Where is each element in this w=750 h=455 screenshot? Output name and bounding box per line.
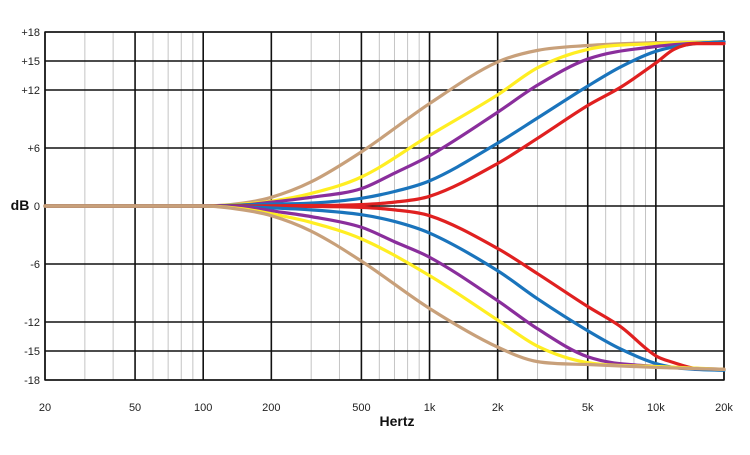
y-tick-label: -12: [24, 317, 40, 329]
x-tick-label: 500: [352, 402, 370, 414]
y-tick-label: -18: [24, 375, 40, 387]
x-tick-label: 1k: [424, 402, 436, 414]
x-tick-label: 2k: [492, 402, 504, 414]
y-tick-label: -15: [24, 346, 40, 358]
y-tick-label: 0: [34, 201, 40, 213]
y-tick-label: -6: [30, 259, 40, 271]
x-tick-label: 50: [129, 402, 141, 414]
major-grid: [44, 31, 725, 381]
y-tick-label: +15: [21, 56, 40, 68]
x-tick-label: 100: [194, 402, 212, 414]
y-tick-label: +6: [27, 143, 40, 155]
series-line-6: [43, 204, 726, 371]
y-axis-title: dB: [11, 197, 30, 213]
y-tick-label: +18: [21, 27, 40, 39]
x-tick-labels: 20 50 100 200 500 1k 2k 5k 10k 20k: [39, 402, 733, 414]
x-tick-label: 200: [262, 402, 280, 414]
x-tick-label: 20k: [715, 402, 733, 414]
y-tick-label: +12: [21, 85, 40, 97]
x-tick-label: 20: [39, 402, 51, 414]
x-axis-title: Hertz: [379, 413, 414, 429]
series-line-10: [43, 204, 726, 371]
series-layer: [43, 40, 726, 372]
y-tick-labels: +18 +15 +12 +6 0 -6 -12 -15 -18: [21, 27, 40, 387]
x-tick-label: 10k: [647, 402, 665, 414]
x-tick-label: 5k: [582, 402, 594, 414]
